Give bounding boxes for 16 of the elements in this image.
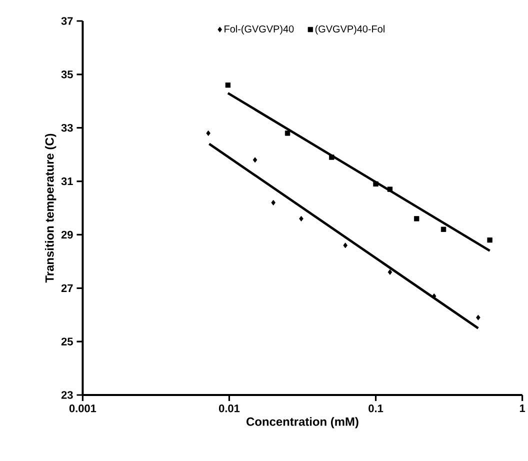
x-tick-label: 1: [520, 404, 526, 412]
y-tick-label: 31: [61, 177, 73, 186]
y-tick-label: 35: [61, 70, 73, 78]
y-tick-label: 37: [61, 17, 73, 25]
x-tick-label: 0.001: [69, 404, 96, 412]
y-tick-label: 33: [61, 124, 73, 132]
legend-label: (GVGVP)40-Fol: [315, 25, 384, 34]
y-tick-label: 27: [61, 284, 73, 292]
x-tick-label: 0.01: [219, 404, 240, 412]
y-tick-label: 23: [61, 391, 73, 399]
legend-label: Fol-(GVGVP)40: [224, 25, 294, 34]
x-tick-label: 0.1: [368, 404, 384, 412]
x-axis-title: Concentration (mM): [246, 417, 358, 428]
y-tick-label: 25: [61, 338, 73, 346]
y-tick-label: 29: [61, 230, 73, 239]
y-axis-title: Transition temperature (C): [45, 134, 56, 283]
